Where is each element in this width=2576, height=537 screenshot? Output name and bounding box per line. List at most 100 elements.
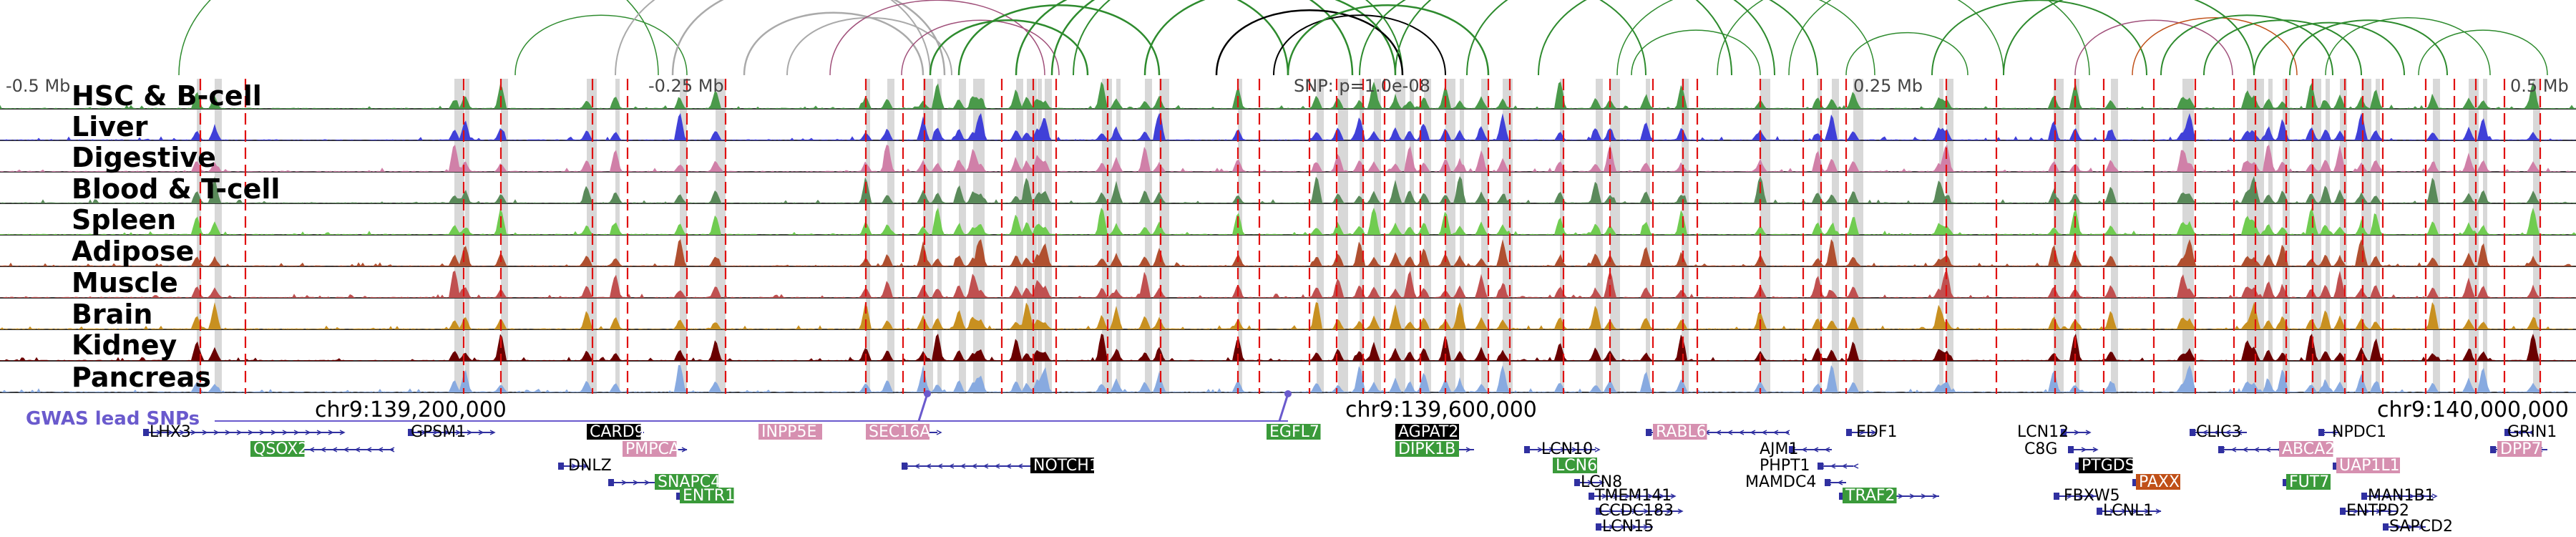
strand-arrow: [1677, 508, 1684, 514]
gene-lcn15[interactable]: LCN15: [1596, 518, 1654, 536]
strand-arrow: [1583, 447, 1589, 453]
strand-arrow: [377, 447, 384, 453]
gene-ptgds[interactable]: PTGDS: [2075, 457, 2135, 475]
loop-arc: [615, 0, 931, 76]
loop-arc: [1788, 0, 2090, 76]
peak-highlight: [1682, 79, 1689, 394]
strand-arrow: [1643, 524, 1649, 530]
gene-label: GRIN1: [2507, 423, 2557, 441]
strand-arrow: [1537, 447, 1543, 453]
gene-rabl6[interactable]: RABL6: [1646, 423, 1790, 441]
strand-arrow: [1659, 493, 1665, 499]
peak-highlight: [2433, 79, 2440, 394]
gene-lcn6[interactable]: LCN6: [1553, 457, 1597, 475]
gene-egfl7[interactable]: EGFL7: [1267, 423, 1321, 441]
track-labels: HSC & B-cell Liver Digestive Blood & T-c…: [72, 80, 280, 393]
axis-tick-0-5: 0.5 Mb: [2510, 76, 2569, 96]
peak-highlight: [1038, 79, 1042, 394]
strand-arrow: [1609, 524, 1615, 530]
gene-traf2[interactable]: TRAF2: [1839, 487, 1939, 505]
track-signal: [0, 239, 2576, 266]
gene-entpd2[interactable]: ENTPD2: [2340, 502, 2409, 520]
strand-arrow: [305, 430, 311, 435]
gene-inpp5e[interactable]: INPP5E: [758, 423, 822, 441]
gene-label: AJM1: [1760, 440, 1799, 458]
gene-exon: [2490, 446, 2496, 453]
peak-highlight: [1317, 79, 1324, 394]
peak-highlight: [2469, 79, 2479, 394]
loop-arc: [514, 14, 688, 76]
gene-exon: [676, 493, 682, 500]
peak-highlight: [1481, 79, 1488, 394]
strand-arrow: [444, 430, 450, 435]
gwas-track: GWAS lead SNPs: [26, 390, 1292, 430]
gene-agpat2[interactable]: AGPAT2: [1395, 423, 1459, 441]
gene-fut7[interactable]: FUT7: [2283, 473, 2331, 491]
strand-arrow: [1620, 508, 1626, 514]
gene-label: LCN6: [1556, 457, 1597, 475]
loop-arc: [786, 16, 952, 76]
gene-exon: [1789, 446, 1795, 453]
gene-lhx3[interactable]: LHX3: [143, 423, 346, 441]
gene-card9[interactable]: CARD9: [587, 423, 645, 441]
strand-arrow: [2067, 493, 2073, 499]
peak-highlight: [197, 79, 201, 394]
gene-label: SAPCD2: [2389, 518, 2453, 536]
gene-notch1[interactable]: NOTCH1: [902, 457, 1099, 475]
gene-label: UAP1L1: [2339, 457, 2400, 475]
gene-dpp7[interactable]: DPP7: [2490, 440, 2547, 458]
gene-c8g[interactable]: C8G: [2024, 440, 2099, 458]
gene-tmem141[interactable]: TMEM141: [1589, 487, 1677, 505]
gene-dnlz[interactable]: DNLZ: [558, 457, 612, 475]
gene-exon: [1589, 493, 1594, 500]
strand-arrow: [582, 463, 589, 469]
axis-tick-minus-0-25: -0.25 Mb: [648, 76, 724, 96]
strand-arrow: [328, 430, 334, 435]
gene-npdc1[interactable]: NPDC1: [2318, 423, 2386, 441]
gene-label: LCNL1: [2103, 502, 2153, 520]
gene-entr1[interactable]: ENTR1: [676, 487, 735, 505]
peak-highlight: [1610, 79, 1620, 394]
peak-highlight: [1946, 79, 1953, 394]
strand-arrow: [948, 463, 955, 469]
gene-dipk1b[interactable]: DIPK1B: [1395, 440, 1474, 458]
gene-lcnl1[interactable]: LCNL1: [2097, 502, 2162, 520]
gwas-label: GWAS lead SNPs: [26, 408, 200, 430]
gene-ccdc183[interactable]: CCDC183: [1596, 502, 1684, 520]
strand-arrow: [2265, 447, 2271, 453]
gene-grin1[interactable]: GRIN1: [2504, 423, 2557, 441]
gene-sec16a[interactable]: SEC16A: [866, 423, 942, 441]
track-label-spleen: Spleen: [72, 204, 176, 236]
gene-fbxw5[interactable]: FBXW5: [2054, 487, 2120, 505]
gene-lcn10[interactable]: LCN10: [1524, 440, 1601, 458]
gene-phpt1[interactable]: PHPT1: [1760, 457, 1859, 475]
gene-pmpca[interactable]: PMPCA: [623, 440, 688, 458]
gene-sapcd2[interactable]: SAPCD2: [2383, 518, 2453, 536]
peak-highlight: [2247, 79, 2254, 394]
strand-arrow: [293, 430, 300, 435]
gene-man1b1[interactable]: MAN1B1: [2361, 487, 2438, 505]
gene-uap1l1[interactable]: UAP1L1: [2333, 457, 2400, 475]
gene-lcn8[interactable]: LCN8: [1574, 473, 1622, 491]
strand-arrow: [455, 430, 462, 435]
gene-clic3[interactable]: CLIC3: [2190, 423, 2247, 441]
gene-gpsm1[interactable]: GPSM1: [408, 423, 496, 441]
gene-paxx[interactable]: PAXX: [2132, 473, 2180, 491]
gene-abca2[interactable]: ABCA2: [2218, 440, 2335, 458]
gene-exon: [2132, 479, 2138, 486]
gene-edf1[interactable]: EDF1: [1846, 423, 1898, 441]
gene-qsox2[interactable]: QSOX2: [250, 440, 395, 458]
gene-ajm1[interactable]: AJM1: [1760, 440, 1832, 458]
loop-arc: [1359, 0, 1646, 76]
gene-lcn12[interactable]: LCN12: [2017, 423, 2092, 441]
strand-arrow: [343, 447, 349, 453]
gene-mamdc4[interactable]: MAMDC4: [1745, 473, 1846, 491]
strand-arrow: [1647, 493, 1654, 499]
gene-label-box: [2079, 458, 2133, 473]
strand-arrow: [633, 480, 639, 485]
strand-arrow: [331, 447, 338, 453]
loop-arc: [2074, 19, 2233, 76]
gene-label-box: [623, 441, 677, 457]
gene-label: ENTR1: [683, 487, 735, 505]
peak-highlight: [1646, 79, 1650, 394]
